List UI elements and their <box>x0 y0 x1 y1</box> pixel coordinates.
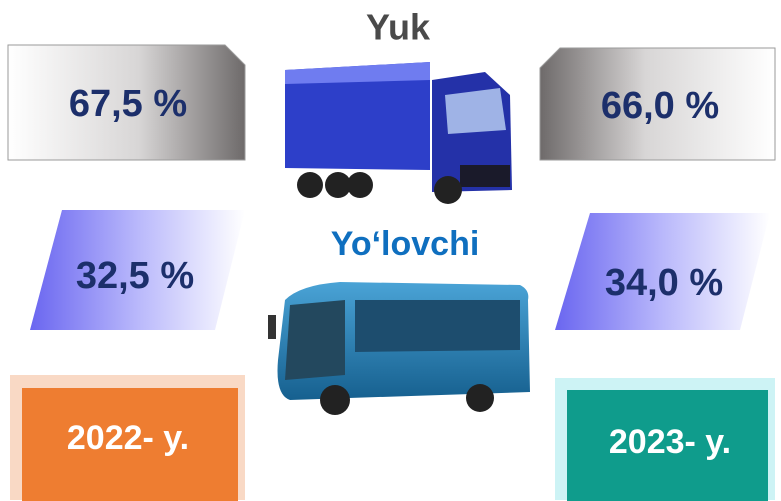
passenger-share: 32,5 % <box>76 255 194 297</box>
year-box <box>567 390 768 501</box>
bus-icon <box>268 282 530 415</box>
passenger-box <box>30 210 245 330</box>
year-box <box>22 388 238 501</box>
year-label: 2022- y. <box>67 419 189 457</box>
passenger-box <box>555 213 770 330</box>
freight-box <box>7 44 246 161</box>
truck-icon <box>285 62 512 204</box>
freight-box <box>539 47 776 161</box>
freight-share: 66,0 % <box>601 85 719 127</box>
year-label: 2023- y. <box>609 423 731 461</box>
passenger-share: 34,0 % <box>605 262 723 304</box>
freight-share: 67,5 % <box>69 83 187 125</box>
passenger-title: Yo‘lovchi <box>331 225 480 263</box>
freight-title: Yuk <box>366 7 431 48</box>
